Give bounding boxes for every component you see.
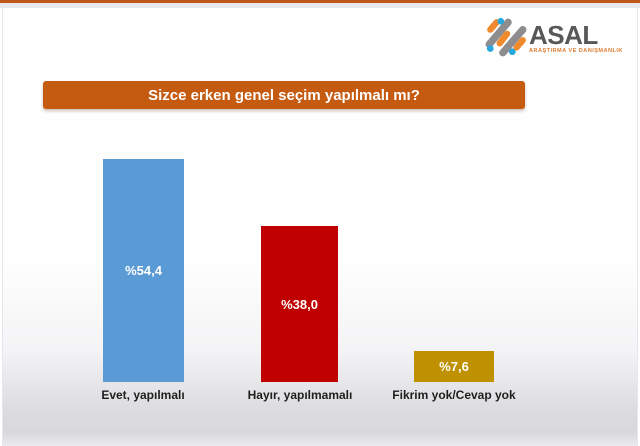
asal-logo: ASAL ARAŞTIRMA VE DANIŞMANLIK [485,16,623,58]
bar-hayir-value: %38,0 [281,296,318,312]
category-label-hayir: Hayır, yapılmamalı [247,388,353,402]
bar-fikrim-yok-value: %7,6 [439,359,469,374]
bar-fikrim-yok: %7,6 [414,351,494,382]
bar-hayir: %38,0 [261,226,338,382]
category-label-fikrim-yok: Fikrim yok/Cevap yok [392,388,516,402]
bar-evet: %54,4 [103,159,184,382]
asal-percent-icon [485,17,527,57]
category-label-evet: Evet, yapılmalı [101,388,185,402]
brand-name: ASAL [529,20,598,50]
top-gray-band [0,0,640,8]
brand-tagline: ARAŞTIRMA VE DANIŞMANLIK [529,48,623,54]
asal-logo-text: ASAL ARAŞTIRMA VE DANIŞMANLIK [529,20,623,55]
top-accent-bar [0,0,640,3]
question-banner: Sizce erken genel seçim yapılmalı mı? [43,81,525,109]
bar-evet-value: %54,4 [125,263,162,278]
question-banner-text: Sizce erken genel seçim yapılmalı mı? [148,86,420,104]
